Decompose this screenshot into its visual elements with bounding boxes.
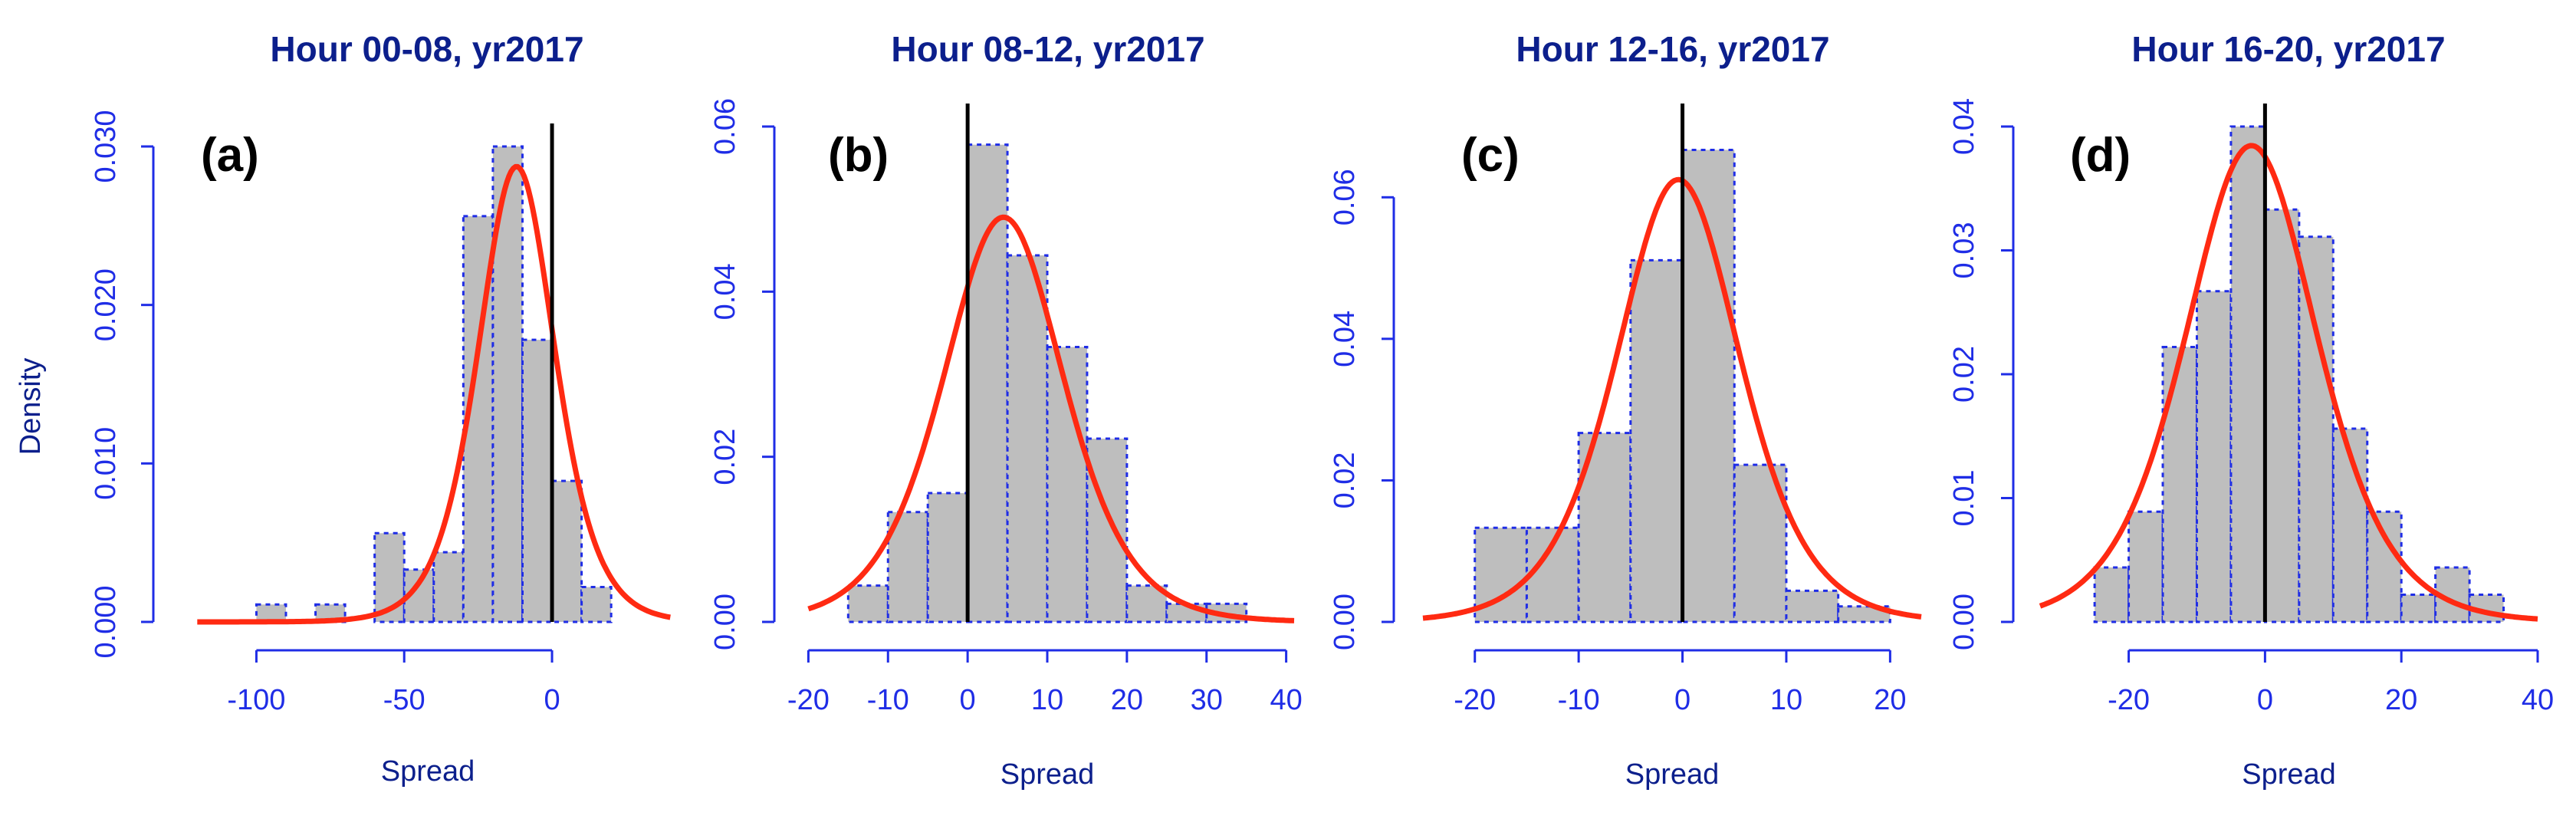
panel-a-bar-11	[580, 586, 613, 623]
panel-d-x-tick-label-2: 20	[2385, 684, 2417, 716]
panel-d-y-tick-label-4: 0.04	[1948, 98, 1980, 155]
panel-c-x-tick-label-2: 0	[1674, 684, 1691, 716]
panel-d-bar-3	[2195, 290, 2233, 623]
panel-d-y-tick-label-1: 0.01	[1948, 470, 1980, 527]
panel-a-x-tick-label-2: 0	[544, 684, 560, 716]
panel-b-x-tick-label-3: 10	[1031, 684, 1063, 716]
panel-d-bar-2	[2161, 345, 2198, 623]
panel-b-x-tick-label-4: 20	[1111, 684, 1143, 716]
panel-a-title: Hour 00-08, yr2017	[270, 29, 583, 69]
panel-b-title: Hour 08-12, yr2017	[891, 29, 1204, 69]
panel-c-x-tick-label-1: -10	[1558, 684, 1600, 716]
panel-b-y-tick-label-0: 0.00	[709, 594, 741, 650]
panel-a-x-axis-title: Spread	[381, 755, 475, 788]
panel-b-y-tick-label-3: 0.06	[709, 98, 741, 155]
panel-a-bar-9	[521, 338, 554, 623]
panel-c-x-tick-label-4: 20	[1874, 684, 1906, 716]
panel-c-x-tick-label-3: 10	[1770, 684, 1802, 716]
panel-d-bar-5	[2263, 208, 2301, 623]
panel-a-bar-0	[255, 603, 288, 623]
panel-d-title: Hour 16-20, yr2017	[2131, 29, 2445, 69]
panel-d-density-curve	[2039, 143, 2538, 622]
panel-b-x-tick-label-2: 0	[960, 684, 976, 716]
panel-b-x-tick-label-0: -20	[787, 684, 830, 716]
panel-d-x-tick-label-0: -20	[2108, 684, 2150, 716]
panel-c-x-tick-label-0: -20	[1454, 684, 1496, 716]
panel-b-x-tick-label-5: 30	[1191, 684, 1223, 716]
panel-c-bar-6	[1785, 589, 1840, 623]
panel-a-density-curve	[196, 163, 671, 625]
panel-b-bar-4	[1006, 254, 1049, 623]
panel-c-y-tick-label-0: 0.00	[1329, 594, 1361, 650]
panel-b-y-tick-label-2: 0.04	[709, 263, 741, 320]
panel-d-bar-8	[2366, 510, 2403, 623]
panel-d-y-tick-label-0: 0.00	[1948, 594, 1980, 650]
panel-d-bar-9	[2400, 593, 2437, 623]
panel-c-bar-4	[1681, 148, 1736, 623]
panel-c-y-tick-label-3: 0.06	[1329, 169, 1361, 225]
panel-c-label: (c)	[1461, 129, 1520, 182]
panel-b-bar-6	[1086, 437, 1129, 623]
panel-c-x-axis-title: Spread	[1625, 758, 1720, 791]
panel-c-bar-3	[1629, 258, 1684, 623]
panel-c-title: Hour 12-16, yr2017	[1516, 29, 1829, 69]
panel-b-label: (b)	[828, 129, 889, 182]
panel-a-y-tick-label-0: 0.000	[90, 585, 122, 658]
panel-d-bar-1	[2128, 510, 2164, 623]
panel-d-x-tick-label-1: 0	[2257, 684, 2273, 716]
panel-a-y-tick-label-2: 0.020	[90, 268, 122, 341]
panel-d-x-axis-title: Spread	[2242, 758, 2336, 791]
panel-c-y-tick-label-1: 0.02	[1329, 452, 1361, 508]
panel-a-bar-6	[432, 551, 465, 623]
panel-d-bar-0	[2093, 566, 2131, 623]
panel-a-x-tick-label-1: -50	[383, 684, 426, 716]
panel-a-x-tick-label-0: -100	[227, 684, 285, 716]
panel-b-bar-2	[926, 492, 969, 623]
panel-d-x-tick-label-3: 40	[2522, 684, 2554, 716]
panel-d-y-tick-label-2: 0.02	[1948, 346, 1980, 403]
panel-d-bar-6	[2298, 235, 2334, 623]
panel-a-label: (a)	[201, 129, 259, 182]
panel-c-density-curve	[1422, 176, 1922, 621]
panel-d-bar-4	[2229, 125, 2266, 623]
shared-y-axis-title: Density	[15, 358, 47, 456]
panel-b-x-tick-label-1: -10	[867, 684, 909, 716]
panel-c-y-tick-label-2: 0.04	[1329, 311, 1361, 367]
panel-d-label: (d)	[2070, 129, 2131, 182]
panel-b-bar-3	[966, 143, 1009, 623]
panel-a-bar-10	[550, 479, 583, 623]
panel-b-x-axis-title: Spread	[1001, 758, 1095, 791]
panel-a-y-tick-label-1: 0.010	[90, 427, 122, 500]
panel-b-y-tick-label-1: 0.02	[709, 429, 741, 485]
panel-b-bar-0	[846, 584, 889, 623]
panel-a-y-tick-label-3: 0.030	[90, 110, 122, 183]
panel-d-y-tick-label-3: 0.03	[1948, 222, 1980, 279]
panel-b-x-tick-label-6: 40	[1270, 684, 1302, 716]
panel-b-density-curve	[807, 214, 1295, 623]
